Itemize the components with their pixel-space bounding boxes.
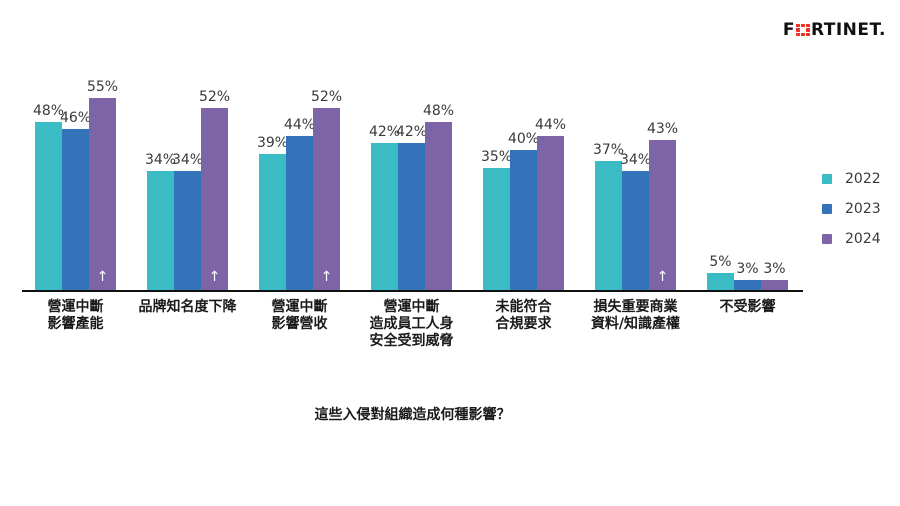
bar-value-label: 55% — [86, 78, 119, 95]
plot-area: 48% 46% 55% ↑ 34% 34% 52% ↑ 39% 44% 52% ↑ 42% 42% 48% 3… — [22, 70, 803, 290]
bar-value-label: 42% — [395, 124, 428, 140]
bar-value-label: 5% — [709, 253, 732, 270]
bar-group: 35% 40% 44% — [481, 117, 566, 290]
bar-2022: 48% — [33, 103, 64, 290]
bar-2024: 52% ↑ — [311, 89, 342, 290]
bar-2022: 5% — [707, 254, 734, 290]
bar-value-label: 40% — [507, 131, 540, 147]
increase-arrow-icon: ↑ — [96, 269, 109, 285]
fortinet-dotted-o-icon — [795, 23, 810, 37]
bar-value-label: 52% — [198, 89, 231, 105]
bar-value-label: 35% — [480, 148, 513, 165]
category-label: 不受影響 — [719, 299, 776, 315]
bar-value-label: 43% — [646, 120, 679, 137]
legend-label-2023: 2023 — [845, 201, 881, 217]
bar-value-label: 48% — [422, 103, 455, 119]
bar-2022: 34% — [145, 152, 176, 290]
chart-legend: 2022 2023 2024 — [822, 171, 881, 247]
bar-group: 37% 34% 43% ↑ — [593, 121, 678, 290]
bar-value-label: 3% — [763, 260, 786, 277]
bar-value-label: 46% — [59, 110, 92, 126]
bar-2022: 37% — [593, 142, 624, 290]
legend-item-2024: 2024 — [822, 231, 881, 247]
bar-2024: 52% ↑ — [199, 89, 230, 290]
bar-2024: 55% ↑ — [87, 79, 118, 290]
bar-group: 42% 42% 48% — [369, 103, 454, 290]
category-label: 營運中斷 影響營收 — [271, 299, 328, 332]
category-labels: 營運中斷 影響產能 品牌知名度下降 營運中斷 影響營收 營運中斷 造成員工人身 安全受到威脅 未… — [22, 299, 803, 359]
bar-2023: 3% — [734, 261, 761, 290]
bar-value-label: 37% — [592, 141, 625, 158]
legend-item-2023: 2023 — [822, 201, 881, 217]
bar-2024: 43% ↑ — [647, 121, 678, 290]
bar-group: 5% 3% 3% — [707, 254, 788, 290]
increase-arrow-icon: ↑ — [208, 269, 221, 285]
bar-2023: 42% — [396, 124, 427, 290]
logo-text-rtinet: RTINET. — [810, 20, 886, 40]
increase-arrow-icon: ↑ — [320, 269, 333, 285]
bar-value-label: 42% — [368, 124, 401, 140]
bar-2024: 3% — [761, 261, 788, 290]
bar-2022: 35% — [481, 149, 512, 290]
legend-swatch-2024 — [822, 234, 832, 244]
bar-value-label: 44% — [283, 117, 316, 133]
legend-swatch-2023 — [822, 204, 832, 214]
bar-value-label: 34% — [171, 152, 204, 168]
bar-value-label: 39% — [256, 134, 289, 151]
bar-2023: 40% — [508, 131, 539, 290]
increase-arrow-icon: ↑ — [656, 269, 669, 285]
bar-value-label: 34% — [619, 152, 652, 168]
bar-group: 34% 34% 52% ↑ — [145, 89, 230, 290]
category-label: 損失重要商業 資料/知識產權 — [590, 299, 681, 332]
bar-2023: 34% — [620, 152, 651, 290]
bar-value-label: 3% — [736, 260, 759, 277]
category-label: 品牌知名度下降 — [138, 299, 237, 315]
bar-value-label: 44% — [534, 117, 567, 133]
bar-group: 39% 44% 52% ↑ — [257, 89, 342, 290]
bar-value-label: 34% — [144, 152, 177, 168]
bar-2024: 48% — [423, 103, 454, 290]
bar-value-label: 48% — [32, 103, 65, 119]
bar-group: 48% 46% 55% ↑ — [33, 79, 118, 290]
category-label: 營運中斷 造成員工人身 安全受到威脅 — [369, 299, 454, 349]
logo-text-f: F — [782, 20, 795, 40]
fortinet-logo: F RTINET. — [783, 20, 886, 40]
bar-value-label: 52% — [310, 89, 343, 105]
bar-2023: 44% — [284, 117, 315, 290]
bar-2022: 39% — [257, 135, 288, 290]
category-label: 營運中斷 影響產能 — [47, 299, 104, 332]
x-axis-line — [22, 290, 803, 292]
bar-2023: 46% — [60, 110, 91, 290]
chart-title: 這些入侵對組織造成何種影響？ — [314, 407, 511, 423]
legend-item-2022: 2022 — [822, 171, 881, 187]
bar-2022: 42% — [369, 124, 400, 290]
legend-swatch-2022 — [822, 174, 832, 184]
bar-2024: 44% — [535, 117, 566, 290]
category-label: 未能符合 合規要求 — [495, 299, 552, 332]
bar-2023: 34% — [172, 152, 203, 290]
legend-label-2024: 2024 — [845, 231, 881, 247]
legend-label-2022: 2022 — [845, 171, 881, 187]
